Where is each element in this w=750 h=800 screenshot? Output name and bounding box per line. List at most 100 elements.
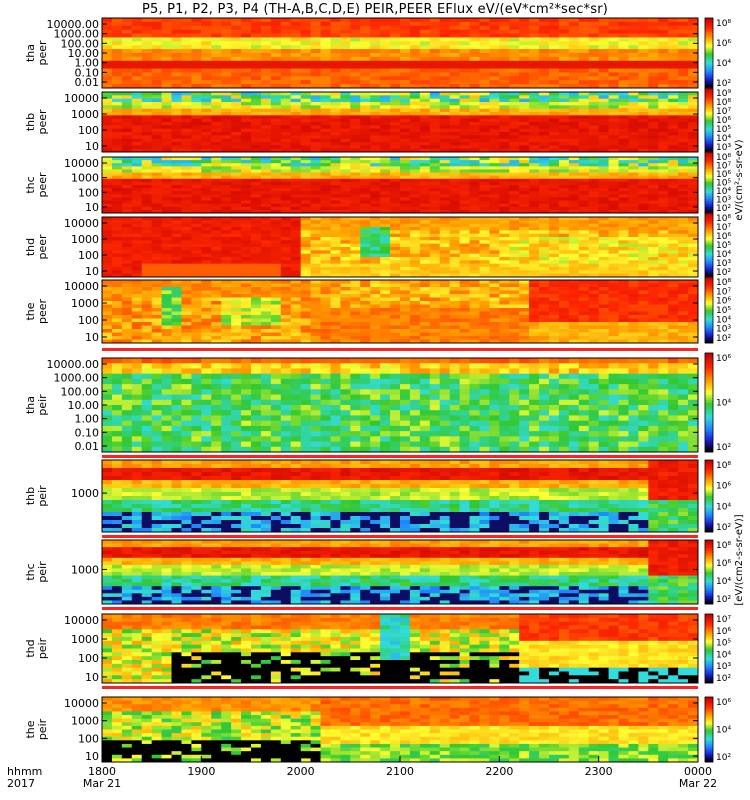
heatmap-cell (499, 263, 510, 268)
heatmap-cell (151, 138, 162, 143)
heatmap-cell (211, 53, 222, 58)
heatmap-cell (300, 128, 311, 133)
heatmap-cell (231, 294, 242, 298)
heatmap-cell (102, 18, 113, 23)
heatmap-cell (201, 169, 212, 173)
heatmap-cell (181, 166, 192, 170)
heatmap-cell (151, 166, 162, 170)
heatmap-cell (171, 263, 182, 268)
heatmap-cell (290, 166, 302, 170)
heatmap-cell (310, 18, 321, 23)
heatmap-cell (558, 200, 570, 205)
heatmap-cell (380, 84, 391, 89)
heatmap-cell (668, 49, 679, 54)
heatmap-cell (658, 188, 669, 192)
heatmap-cell (280, 18, 292, 23)
heatmap-cell (151, 206, 162, 211)
heatmap-cell (310, 332, 321, 337)
heatmap-cell (499, 84, 510, 89)
panel-thc-peer (101, 156, 699, 214)
heatmap-cell (390, 260, 401, 265)
heatmap-cell (578, 105, 590, 110)
heatmap-cell (201, 197, 212, 201)
heatmap-cell (409, 25, 421, 31)
heatmap-cell (479, 148, 490, 153)
heatmap-cell (290, 273, 302, 278)
heatmap-cell (300, 125, 311, 130)
heatmap-cell (439, 185, 451, 189)
heatmap-cell (648, 29, 659, 34)
heatmap-cell (469, 53, 480, 58)
colorbar-swatch (705, 67, 713, 70)
heatmap-cell (171, 112, 182, 116)
heatmap-cell (141, 108, 153, 113)
heatmap-cell (638, 220, 649, 225)
heatmap-cell (151, 98, 162, 103)
heatmap-cell (549, 185, 560, 189)
heatmap-cell (539, 25, 550, 31)
heatmap-cell (151, 227, 162, 231)
heatmap-cell (320, 263, 331, 268)
heatmap-cell (568, 145, 580, 150)
heatmap-cell (201, 267, 212, 271)
heatmap-cell (618, 178, 629, 183)
heatmap-cell (519, 217, 530, 221)
heatmap-cell (260, 294, 272, 298)
heatmap-cell (330, 132, 341, 136)
heatmap-cell (668, 56, 679, 62)
heatmap-cell (459, 80, 470, 85)
heatmap-cell (330, 68, 341, 73)
heatmap-cell (231, 290, 242, 295)
heatmap-cell (290, 49, 302, 54)
heatmap-cell (111, 267, 123, 271)
heatmap-cell (171, 332, 182, 337)
heatmap-cell (231, 25, 242, 31)
heatmap-cell (211, 191, 222, 195)
heatmap-cell (578, 175, 590, 180)
heatmap-cell (151, 315, 162, 319)
heatmap-cell (141, 172, 153, 177)
heatmap-cell (588, 76, 600, 81)
heatmap-cell (479, 105, 490, 110)
heatmap-cell (588, 209, 600, 214)
heatmap-cell (668, 84, 679, 89)
heatmap-cell (529, 273, 540, 278)
heatmap-cell (290, 206, 302, 211)
heatmap-cell (439, 108, 451, 113)
heatmap-cell (270, 263, 282, 268)
heatmap-cell (131, 280, 143, 284)
heatmap-cell (310, 263, 321, 268)
heatmap-cell (171, 166, 182, 170)
heatmap-cell (439, 197, 451, 201)
heatmap-cell (370, 191, 381, 195)
heatmap-cell (221, 304, 232, 309)
heatmap-cell (628, 223, 639, 228)
heatmap-cell (549, 217, 560, 221)
heatmap-cell (270, 203, 282, 208)
heatmap-cell (549, 230, 560, 235)
heatmap-cell (350, 181, 361, 186)
heatmap-cell (290, 92, 302, 96)
heatmap-cell (459, 25, 470, 31)
heatmap-cell (370, 233, 381, 238)
heatmap-cell (181, 237, 192, 241)
heatmap-cell (191, 128, 202, 133)
heatmap-cell (141, 102, 153, 106)
heatmap-cell (390, 132, 401, 136)
heatmap-cell (251, 325, 262, 330)
heatmap-cell (350, 160, 361, 164)
heatmap-cell (211, 37, 222, 42)
heatmap-cell (280, 263, 292, 268)
heatmap-cell (449, 230, 460, 235)
heatmap-cell (409, 108, 421, 113)
heatmap-cell (648, 102, 659, 106)
heatmap-cell (310, 253, 321, 258)
heatmap-cell (499, 175, 510, 180)
heatmap-cell (151, 122, 162, 126)
heatmap-cell (668, 197, 679, 201)
heatmap-cell (529, 115, 540, 120)
heatmap-cell (231, 160, 242, 164)
heatmap-cell (539, 92, 550, 96)
heatmap-cell (211, 175, 222, 180)
heatmap-cell (628, 98, 639, 103)
